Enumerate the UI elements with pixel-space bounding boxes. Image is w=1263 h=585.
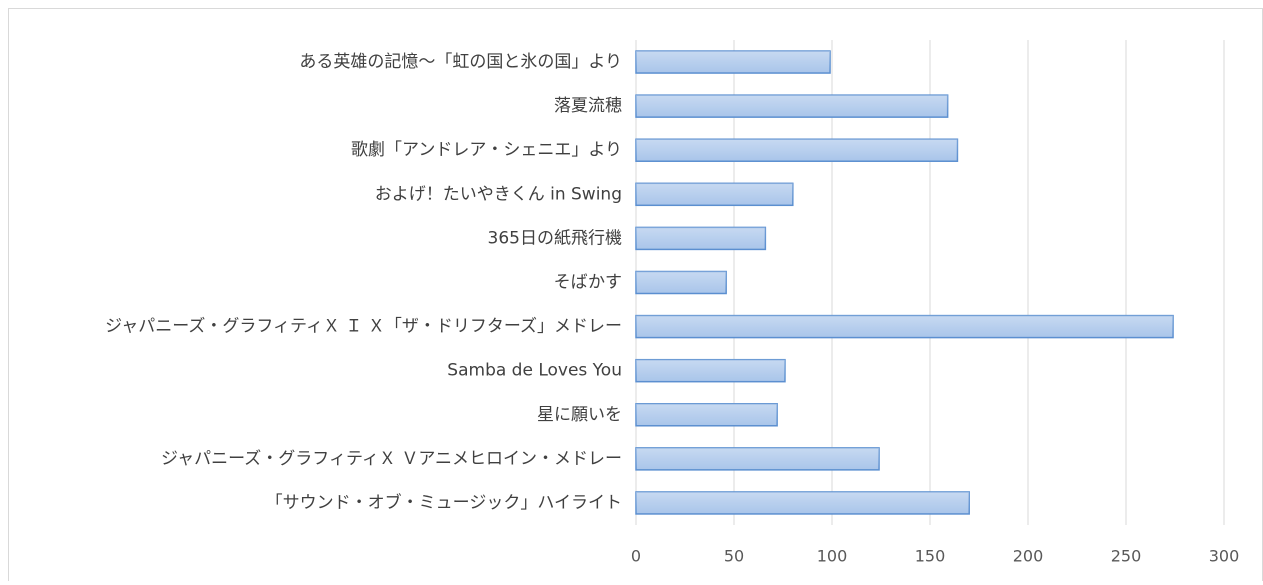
bar-shine (636, 183, 793, 206)
x-tick-label: 50 (724, 547, 744, 566)
y-tick-label: Samba de Loves You (447, 361, 622, 381)
bar-shine (636, 139, 958, 162)
y-tick-label: 365日の紙飛行機 (488, 228, 622, 248)
x-tick-label: 100 (817, 547, 848, 566)
x-tick-label: 150 (915, 547, 946, 566)
y-tick-label: 「サウンド・オブ・ミュージック」ハイライト (266, 492, 622, 513)
bar-shine (636, 491, 970, 514)
bar-shine (636, 227, 766, 250)
bar-shine (636, 359, 785, 382)
y-tick-label: 歌劇「アンドレア・シェニエ」より (351, 140, 622, 160)
x-tick-label: 0 (631, 547, 641, 566)
bar-shine (636, 403, 778, 426)
y-tick-label: ある英雄の記憶～「虹の国と氷の国」より (299, 52, 622, 72)
bar-shine (636, 315, 1174, 338)
x-tick-label: 300 (1209, 547, 1240, 566)
y-tick-label: ジャパニーズ・グラフィティＸ Ｉ Ｘ「ザ・ドリフターズ」メドレー (105, 317, 622, 337)
y-tick-label: 落夏流穂 (554, 96, 622, 116)
x-tick-label: 250 (1111, 547, 1142, 566)
y-tick-label: そばかす (554, 273, 622, 293)
x-tick-label: 200 (1013, 547, 1044, 566)
y-tick-label: 星に願いを (537, 405, 622, 425)
bar-shine (636, 95, 948, 118)
bar-shine (636, 51, 831, 74)
bar-shine (636, 271, 727, 294)
bar-shine (636, 447, 880, 470)
y-tick-label: およげ！たいやきくん in Swing (375, 184, 622, 204)
y-tick-label: ジャパニーズ・グラフィティＸ Ｖアニメヒロイン・メドレー (161, 449, 622, 469)
